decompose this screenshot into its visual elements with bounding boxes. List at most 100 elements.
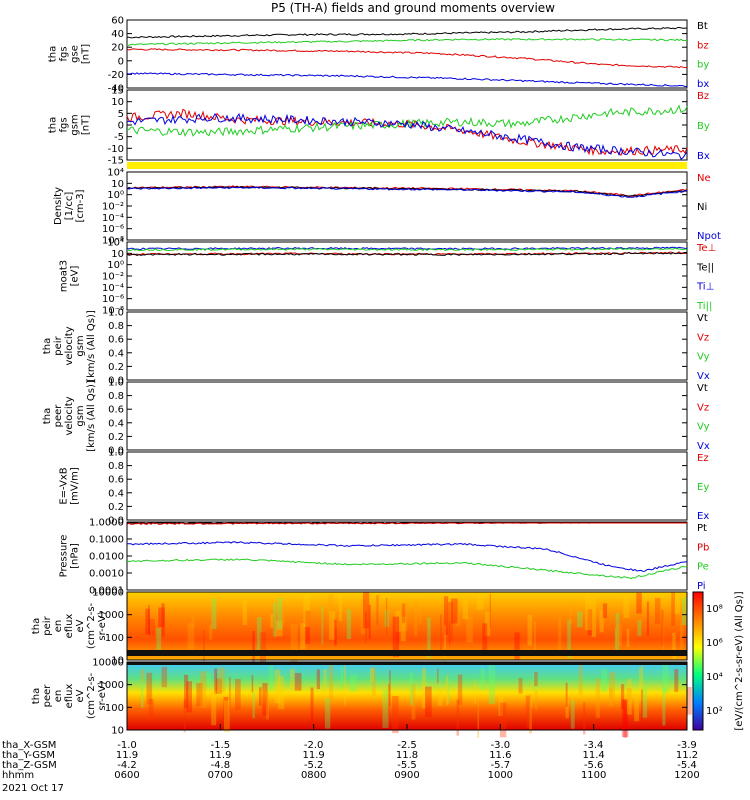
y-axis-label-line: tha <box>42 408 53 424</box>
y-tick-label: -20 <box>108 70 124 81</box>
spectrogram-streak <box>209 624 212 639</box>
legend-entry: bz <box>697 40 709 51</box>
spectrogram-streak <box>425 687 432 718</box>
y-axis-label-line: [nT] <box>81 44 92 64</box>
spectrogram-streak <box>419 606 422 625</box>
panel-frame <box>127 452 687 520</box>
spectrogram-streak <box>609 688 613 707</box>
spectrogram-streak <box>440 614 442 652</box>
legend-entry: Bt <box>697 21 708 32</box>
spectrogram-streak <box>490 594 491 629</box>
spectrogram-streak <box>203 630 205 661</box>
x-tick-label: 0900 <box>394 770 419 781</box>
spectrogram-streak <box>636 593 642 614</box>
spectrogram-streak <box>156 628 161 653</box>
panel-peir-en-eflux: 10000100010010thapeirenefluxeV(cm^2-s-sr… <box>31 588 687 667</box>
legend-entry: Vz <box>697 402 709 413</box>
spectrogram-streak <box>291 624 298 662</box>
spectrogram-streak <box>601 669 607 692</box>
spectrogram-streak <box>266 691 269 719</box>
y-tick-label: 0.4 <box>108 488 124 499</box>
y-axis-label-line: eV <box>75 689 86 702</box>
spectrogram-streak <box>603 603 607 618</box>
y-tick-label: 0.6 <box>108 475 124 486</box>
y-tick-label: 10⁴ <box>107 238 124 249</box>
spectrogram-streak <box>148 605 150 634</box>
legend-entry: Vx <box>697 371 710 382</box>
spectrogram-streak <box>329 665 333 703</box>
spectrogram-streak <box>463 600 468 619</box>
spectrogram-streak <box>347 609 351 639</box>
y-axis-label-line: eflux <box>64 684 75 709</box>
y-axis-label-line: sr-eV) <box>97 681 108 710</box>
y-tick-label: 15 <box>111 86 124 97</box>
y-axis-label-line: [mV/m] <box>70 467 81 505</box>
legend-entry: Pt <box>697 523 707 534</box>
y-axis-label-line: [km/s (All Qs)] <box>86 380 97 452</box>
y-axis-label-line: Pressure <box>59 535 70 578</box>
legend-entry: bx <box>697 79 709 90</box>
panel-frame <box>127 522 687 590</box>
y-axis-label: Density[1/cc][cm-3] <box>53 187 86 225</box>
spectrogram-streak <box>569 605 572 624</box>
colorbar-label: [eV/(cm^2-s-sr-eV) (All Qs)] <box>734 591 745 730</box>
y-tick-label: 0.1000 <box>89 535 124 546</box>
spectrogram-streak <box>642 686 647 717</box>
spectrogram-streak <box>458 674 462 704</box>
spectrogram-streak <box>311 688 314 722</box>
panel-density: 10⁴10⁲10⁰10⁻²10⁻⁴10⁻⁶10⁻⁸Density[1/cc][c… <box>53 168 721 247</box>
spectrogram-streak <box>623 597 629 618</box>
spectrogram-streak <box>634 696 639 721</box>
spectrogram-streak <box>243 600 248 625</box>
y-axis-label-line: (cm^2-s- <box>86 672 97 719</box>
legend-entry: Bz <box>697 91 709 102</box>
y-tick-label: 0.2 <box>108 362 124 373</box>
y-axis-label-line: [eV] <box>70 266 81 287</box>
series-Bz <box>127 109 687 155</box>
legend-entry: Ni <box>697 202 707 213</box>
spectrogram-streak <box>535 690 537 709</box>
colorbar: 10⁸10⁶10⁴10² [eV/(cm^2-s-sr-eV) (All Qs)] <box>693 591 745 730</box>
y-tick-label: 60 <box>111 16 124 27</box>
spectrogram-streak <box>273 603 276 637</box>
y-tick-label: 0.2 <box>108 432 124 443</box>
y-tick-label: -15 <box>108 156 124 167</box>
spectrogram-streak <box>370 668 374 682</box>
spectrogram-streak <box>224 700 230 732</box>
spectrogram-streak <box>566 683 568 707</box>
spectrogram-streak <box>438 688 443 706</box>
spectrogram-streak <box>585 596 591 630</box>
colorbar-scale <box>693 592 703 730</box>
y-axis-label: thapeirenefluxeV(cm^2-s-sr-eV) <box>31 602 108 649</box>
spectrogram-streak <box>477 699 479 738</box>
spectrogram-streak <box>147 673 153 705</box>
spectrogram-streak <box>531 680 532 708</box>
spectrogram-streak <box>386 598 387 635</box>
y-axis-label: Pressure[nPa] <box>59 535 81 578</box>
panel-frame <box>127 242 687 310</box>
legend-entry: Vt <box>697 313 708 324</box>
y-axis-label-line: [nPa] <box>70 543 81 569</box>
spectrogram-streak <box>200 671 206 708</box>
y-axis-label-line: tha <box>48 117 59 133</box>
y-axis-label-line: [cm-3] <box>75 189 86 222</box>
spectrogram-streak <box>489 665 496 704</box>
series-Pi <box>127 542 687 572</box>
panel-peir-velocity: 1.00.80.60.40.20.0thapeirvelocitygsm[km/… <box>42 308 710 387</box>
y-tick-label: 10⁻⁴ <box>102 213 124 224</box>
spectrogram-streak <box>162 667 168 687</box>
figure-title: P5 (TH-A) fields and ground moments over… <box>271 1 555 15</box>
y-tick-label: 10⁲ <box>111 179 124 190</box>
legend-entry: Ey <box>697 482 709 493</box>
y-axis-label-line: [1/cc] <box>64 192 75 221</box>
spectrogram-streak <box>437 668 439 683</box>
y-axis-label-line: peir <box>42 615 53 635</box>
spectrogram-streak <box>274 669 280 703</box>
y-tick-label: 10⁲ <box>111 249 124 260</box>
legend-entry: Vy <box>697 352 710 363</box>
spectrogram-streak <box>328 594 334 614</box>
y-tick-label: 10⁻⁴ <box>102 283 124 294</box>
y-tick-label: 10⁻⁶ <box>102 294 124 305</box>
y-axis-label-line: en <box>53 690 64 703</box>
